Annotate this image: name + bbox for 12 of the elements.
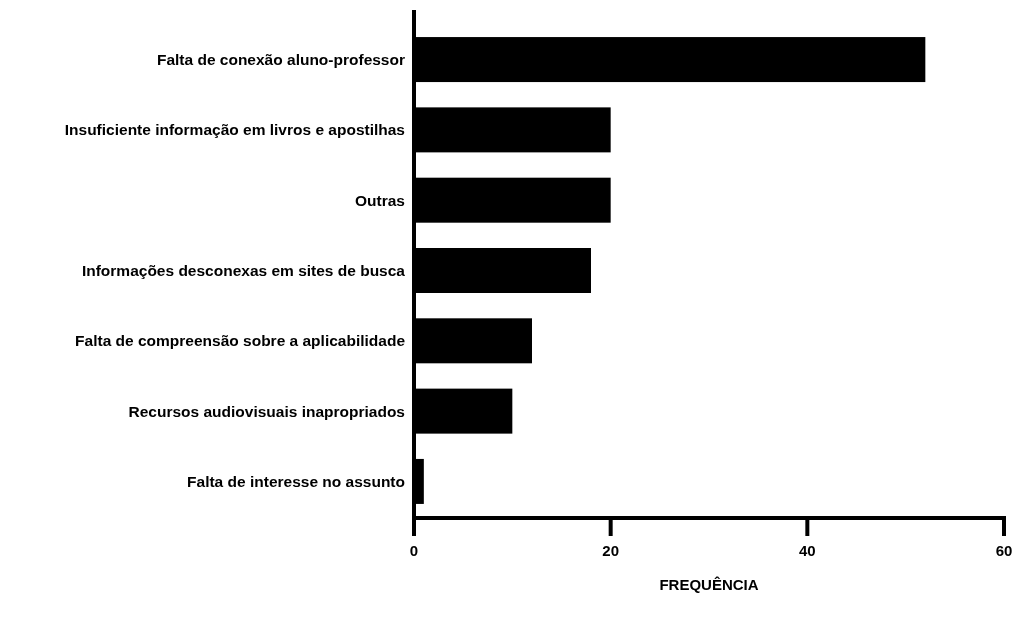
y-tick-label: Outras [355,191,405,209]
y-tick-label: Insuficiente informação em livros e apostilhas [64,121,405,139]
y-tick-label: Recursos audiovisuais inapropriados [128,402,405,420]
y-tick-label: Falta de conexão aluno-professor [156,50,405,68]
x-tick-label: 20 [602,542,620,559]
y-tick-label: Falta de compreensão sobre a aplicabilidade [75,332,406,350]
x-tick-label: 60 [995,542,1013,559]
x-tick-label: 0 [409,542,419,559]
x-axis-title: FREQUÊNCIA [659,576,759,593]
x-tick-label: 40 [798,542,816,559]
y-tick-label: Informações desconexas em sites de busca [81,261,406,279]
y-tick-label: Falta de interesse no assunto [187,472,405,490]
